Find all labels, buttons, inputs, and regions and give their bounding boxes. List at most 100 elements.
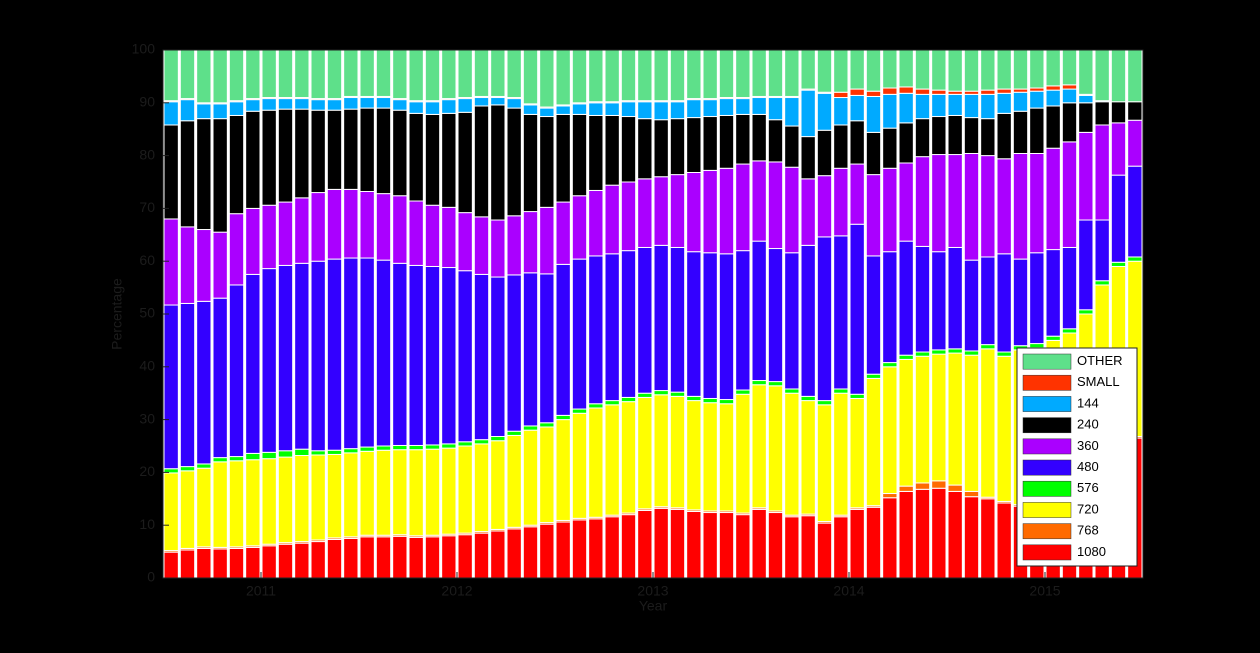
bar-segment	[914, 88, 931, 95]
bar-segment	[588, 49, 604, 103]
bar-segment	[424, 113, 441, 206]
bar-segment	[816, 400, 833, 406]
bar-segment	[1110, 174, 1127, 263]
bar-segment	[1045, 85, 1061, 91]
bar-segment	[522, 425, 539, 431]
bar-segment	[408, 449, 424, 537]
bar-segment	[620, 396, 637, 403]
bar-segment	[849, 223, 865, 395]
y-tick-label: 100	[132, 41, 156, 57]
bar-segment	[637, 246, 653, 394]
bar-segment	[588, 403, 604, 409]
legend-label: 576	[1077, 480, 1099, 495]
bar-segment	[179, 549, 196, 579]
bar-segment	[898, 122, 914, 164]
bar-segment	[408, 49, 424, 102]
bar-segment	[326, 49, 343, 100]
bar-segment	[702, 397, 718, 404]
bar-segment	[522, 211, 539, 274]
bar-segment	[963, 93, 980, 119]
bar-segment	[375, 259, 392, 447]
bar-segment	[784, 392, 800, 516]
bar-segment	[359, 107, 375, 193]
bar-segment	[343, 188, 359, 259]
bar-segment	[686, 400, 702, 511]
bar-segment	[963, 350, 980, 356]
bar-segment	[457, 445, 473, 534]
bar-segment	[882, 497, 898, 579]
bar-segment	[718, 49, 735, 99]
bar-segment	[751, 113, 767, 162]
bar-segment	[996, 253, 1012, 353]
bar-segment	[833, 167, 849, 237]
bar-segment	[326, 453, 343, 539]
bar-segment	[294, 455, 310, 543]
bar-segment	[1061, 102, 1078, 143]
bar-segment	[441, 535, 457, 579]
bar-segment	[1045, 147, 1061, 251]
bar-segment	[375, 449, 392, 536]
bar-segment	[1110, 49, 1127, 103]
bar-segment	[441, 443, 457, 449]
bar-segment	[816, 404, 833, 523]
bar-segment	[310, 192, 326, 262]
bar-segment	[898, 354, 914, 360]
bar-segment	[294, 542, 310, 579]
x-tick-label: 2012	[441, 583, 472, 599]
bar-segment	[1078, 131, 1094, 221]
bar-segment	[735, 113, 751, 165]
bar-segment	[441, 267, 457, 445]
bar-segment	[490, 276, 506, 437]
bar-segment	[816, 129, 833, 177]
bar-segment	[865, 373, 882, 379]
bar-segment	[392, 99, 408, 111]
bar-segment	[490, 530, 506, 579]
bar-segment	[212, 118, 228, 233]
bar-segment	[555, 419, 571, 521]
bar-segment	[914, 245, 931, 353]
bar-segment	[816, 92, 833, 131]
bar-segment	[343, 257, 359, 450]
bar-segment	[947, 154, 963, 248]
bar-segment	[343, 49, 359, 97]
bar-segment	[392, 49, 408, 100]
bar-segment	[359, 49, 375, 97]
bar-segment	[212, 49, 228, 104]
bar-segment	[947, 49, 963, 92]
bar-segment	[539, 49, 555, 108]
bar-segment	[261, 109, 277, 206]
bar-segment	[931, 480, 947, 489]
bar-segment	[261, 204, 277, 270]
bar-segment	[1127, 49, 1143, 103]
bar-segment	[669, 395, 686, 509]
bar-segment	[522, 526, 539, 579]
bar-segment	[441, 99, 457, 114]
bar-segment	[898, 49, 914, 88]
bar-segment	[277, 264, 294, 452]
bar-segment	[392, 535, 408, 579]
bar-segment	[800, 89, 816, 138]
plot-area	[163, 50, 1143, 578]
bar-segment	[310, 450, 326, 456]
bar-segment	[473, 97, 490, 107]
bar-segment	[947, 484, 963, 492]
bar-segment	[718, 512, 735, 579]
bar-segment	[882, 362, 898, 368]
bar-segment	[702, 252, 718, 399]
bar-segment	[963, 496, 980, 579]
bar-segment	[816, 522, 833, 579]
bar-segment	[620, 181, 637, 252]
bar-segment	[849, 120, 865, 165]
y-tick-label: 10	[139, 516, 155, 532]
bar-segment	[898, 490, 914, 579]
bar-segment	[571, 195, 588, 260]
bar-segment	[539, 273, 555, 424]
bar-segment	[833, 388, 849, 394]
bar-segment	[1110, 261, 1127, 267]
bar-segment	[1029, 252, 1045, 345]
bar-segment	[1061, 141, 1078, 248]
bar-segment	[996, 88, 1012, 94]
legend-label: 720	[1077, 501, 1099, 516]
bar-segment	[441, 112, 457, 208]
bar-segment	[1029, 152, 1045, 254]
